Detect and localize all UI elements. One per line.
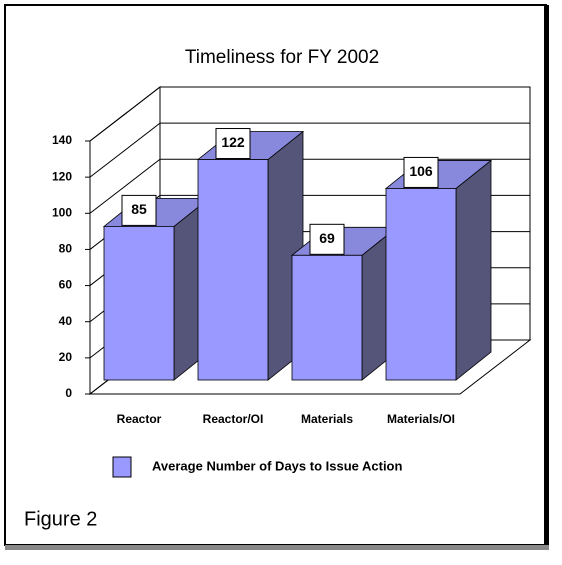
- value-label-box: [309, 223, 345, 255]
- y-tick-label: 120: [52, 169, 72, 183]
- y-tick-label: 20: [59, 350, 73, 364]
- bar-front: [385, 188, 457, 381]
- value-label: 69: [319, 230, 335, 246]
- x-tick-label: Materials/OI: [387, 412, 455, 426]
- grid-line: [89, 86, 530, 142]
- frame-shadow-right: [544, 5, 549, 550]
- bar: [384, 159, 493, 381]
- x-tick-label: Reactor/OI: [203, 412, 264, 426]
- value-label-box: [121, 194, 157, 226]
- y-tick-label: 60: [59, 278, 73, 292]
- y-tick-label: 100: [52, 205, 72, 219]
- value-label: 106: [409, 163, 433, 179]
- value-label-box: [403, 156, 439, 188]
- y-tick-label: 0: [65, 386, 72, 400]
- legend-label: Average Number of Days to Issue Action: [152, 458, 402, 473]
- bar-side: [455, 159, 492, 381]
- chart-title: Timeliness for FY 2002: [185, 47, 379, 68]
- y-tick-label: 40: [59, 314, 73, 328]
- y-tick-label: 80: [59, 242, 73, 256]
- legend-swatch: [112, 456, 132, 478]
- x-tick-label: Reactor: [117, 412, 162, 426]
- x-tick-label: Materials: [301, 412, 353, 426]
- figure-label: Figure 2: [24, 508, 97, 530]
- bar-front: [197, 159, 269, 381]
- value-label-box: [215, 128, 251, 160]
- value-label: 85: [131, 201, 147, 217]
- frame-shadow-bottom: [5, 545, 549, 550]
- plot: 0 20 40 60 80 100 120 140 85 Reactor 122 Reactor/OI…: [52, 85, 532, 478]
- value-label: 122: [221, 134, 245, 150]
- bar-front: [291, 254, 363, 381]
- bar-front: [103, 225, 175, 381]
- grid-line: [89, 122, 530, 178]
- y-tick-label: 140: [52, 133, 72, 147]
- bar: [196, 130, 305, 381]
